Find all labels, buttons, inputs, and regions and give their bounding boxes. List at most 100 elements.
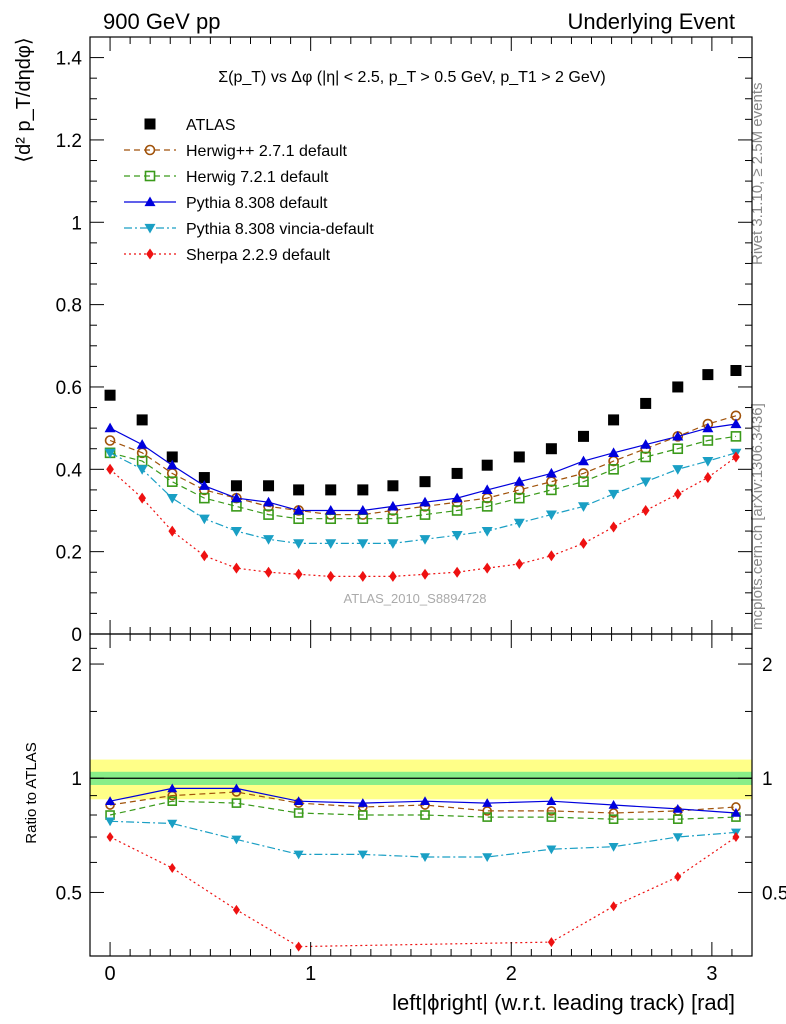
main-herwig-7-2-1-default-point xyxy=(387,513,399,525)
ratio-ytick-label: 0.5 xyxy=(56,883,82,904)
ratio-pythia-8-308-default-point xyxy=(482,798,493,807)
ratio-herwig-7-2-1-default-series xyxy=(105,796,741,824)
main-pythia-8-308-default-point xyxy=(104,422,116,433)
main-atlas-point xyxy=(545,443,557,455)
x-tick-label: 2 xyxy=(506,963,517,985)
ratio-pythia-8-308-vincia-default-point xyxy=(231,835,242,845)
ratio-herwig-7-2-1-default-point xyxy=(672,814,683,824)
ratio-pythia-8-308-vincia-default-point xyxy=(293,850,304,860)
ratio-pythia-8-308-vincia-default-point xyxy=(105,817,116,827)
ratio-uncertainty-bands xyxy=(90,759,752,800)
main-sherpa-2-2-9-default-point xyxy=(264,566,273,578)
legend-label: Pythia 8.308 default xyxy=(186,195,328,212)
main-sherpa-2-2-9-default-point xyxy=(168,525,177,537)
main-pythia-8-308-vincia-default-point xyxy=(545,510,557,521)
ratio-pythia-8-308-vincia-default-point xyxy=(672,833,683,843)
main-atlas-point xyxy=(608,414,620,426)
main-herwig-7-2-1-default-point xyxy=(199,492,210,504)
main-pythia-8-308-default-point xyxy=(577,455,589,466)
main-pythia-8-308-default-point xyxy=(481,484,493,495)
legend-entry-herwig-7-2-1-default: Herwig 7.2.1 default xyxy=(124,169,329,186)
main-pythia-8-308-vincia-default-point xyxy=(451,531,463,541)
main-pythia-8-308-vincia-default-point xyxy=(513,518,525,529)
ratio-sherpa-2-2-9-default-point xyxy=(674,871,682,882)
main-sherpa-2-2-9-default-point xyxy=(106,463,114,475)
ratio-series-lines xyxy=(105,783,741,952)
legend-label: ATLAS xyxy=(186,117,236,134)
ratio-ytick-label-right: 1 xyxy=(762,769,773,790)
main-pythia-8-308-default-point xyxy=(166,459,178,470)
main-pythia-8-308-vincia-default-point xyxy=(198,514,210,525)
main-herwig-7-2-1-default-point xyxy=(578,476,589,487)
ratio-pythia-8-308-default-point xyxy=(357,798,368,807)
x-tick-label: 0 xyxy=(104,963,115,985)
ratio-pythia-8-308-default-point xyxy=(231,783,242,793)
ratio-herwig-2-7-1-default-line xyxy=(110,791,737,814)
x-axis-label: left|ϕright| (w.r.t. leading track) [rad… xyxy=(392,990,735,1015)
main-pythia-8-308-default-point xyxy=(545,467,557,478)
main-pythia-8-308-default-point xyxy=(608,447,620,457)
main-ytick-label: 1.4 xyxy=(56,49,83,70)
axes-frames xyxy=(89,36,753,957)
ratio-herwig-7-2-1-default-point xyxy=(482,812,493,822)
main-pythia-8-308-default-point xyxy=(293,504,305,515)
main-atlas-point xyxy=(481,459,493,471)
main-sherpa-2-2-9-default-point xyxy=(453,566,461,578)
main-pythia-8-308-default-point xyxy=(419,496,431,507)
legend-label: Herwig++ 2.7.1 default xyxy=(186,143,348,160)
main-sherpa-2-2-9-default-point xyxy=(609,521,618,533)
ratio-ytick-label-right: 2 xyxy=(762,655,773,676)
main-pythia-8-308-default-point xyxy=(198,480,210,490)
ratio-plot-frame xyxy=(89,633,753,957)
ratio-herwig-2-7-1-default-point xyxy=(482,806,493,816)
main-pythia-8-308-default-point xyxy=(357,504,369,515)
ratio-sherpa-2-2-9-default-line xyxy=(109,836,737,948)
main-pythia-8-308-vincia-default-point xyxy=(230,526,242,537)
main-sherpa-2-2-9-default-point xyxy=(358,570,367,582)
main-atlas-point xyxy=(387,480,399,492)
plot-title: Σ(p_T) vs Δφ (|η| < 2.5, p_T > 0.5 GeV, … xyxy=(218,69,605,86)
main-atlas-point xyxy=(104,389,116,401)
main-pythia-8-308-default-point xyxy=(230,492,242,503)
main-ylabel: ⟨d² p_T/dηdφ⟩ xyxy=(13,37,35,162)
ratio-pythia-8-308-default-point xyxy=(608,800,619,809)
main-herwig-7-2-1-default-point xyxy=(546,484,557,496)
main-herwig-7-2-1-default-point xyxy=(263,509,274,520)
main-herwig-7-2-1-default-point xyxy=(166,476,178,487)
main-ytick-label: 0.8 xyxy=(56,296,82,317)
main-sherpa-2-2-9-default-point xyxy=(200,550,209,562)
header-right: Underlying Event xyxy=(567,9,735,34)
main-herwig-7-2-1-default-point xyxy=(451,505,463,516)
mcplots-label: mcplots.cern.ch [arXiv:1306.3436] xyxy=(749,403,766,630)
ratio-herwig-7-2-1-default-point xyxy=(608,814,619,824)
legend-entry-herwig-2-7-1-default: Herwig++ 2.7.1 default xyxy=(124,143,348,160)
main-atlas-point xyxy=(577,430,589,442)
analysis-watermark: ATLAS_2010_S8894728 xyxy=(344,591,487,606)
main-pythia-8-308-vincia-default-point xyxy=(387,539,399,549)
ratio-pythia-8-308-vincia-default-line xyxy=(110,820,737,858)
ratio-pythia-8-308-default-series xyxy=(105,783,741,817)
main-ytick-label: 0.2 xyxy=(56,543,82,564)
main-pythia-8-308-default-point xyxy=(730,418,742,429)
main-sherpa-2-2-9-default-point xyxy=(138,492,147,504)
main-atlas-series xyxy=(104,364,742,496)
main-pythia-8-308-vincia-default-point xyxy=(293,539,305,549)
header-left: 900 GeV pp xyxy=(103,9,220,34)
main-sherpa-2-2-9-default-point xyxy=(547,550,556,562)
ratio-ytick-label: 2 xyxy=(71,655,82,676)
main-atlas-point xyxy=(730,364,742,376)
main-herwig-2-7-1-default-line xyxy=(109,415,737,516)
ratio-pythia-8-308-default-point xyxy=(105,796,116,805)
ratio-sherpa-2-2-9-default-point xyxy=(295,941,303,952)
main-herwig-7-2-1-default-point xyxy=(608,464,619,475)
ratio-herwig-2-7-1-default-point xyxy=(608,808,619,818)
ratio-sherpa-2-2-9-default-point xyxy=(168,863,176,874)
main-pythia-8-308-vincia-default-point xyxy=(325,539,337,549)
main-pythia-8-308-vincia-default-point xyxy=(357,539,369,549)
main-ytick-label: 0.6 xyxy=(56,378,82,399)
legend-entry-atlas: ATLAS xyxy=(144,117,236,134)
main-herwig-7-2-1-default-point xyxy=(513,492,525,504)
ratio-pythia-8-308-default-point xyxy=(420,796,431,805)
legend-entry-sherpa-2-2-9-default: Sherpa 2.2.9 default xyxy=(124,247,331,264)
ratio-pythia-8-308-default-point xyxy=(730,807,741,817)
